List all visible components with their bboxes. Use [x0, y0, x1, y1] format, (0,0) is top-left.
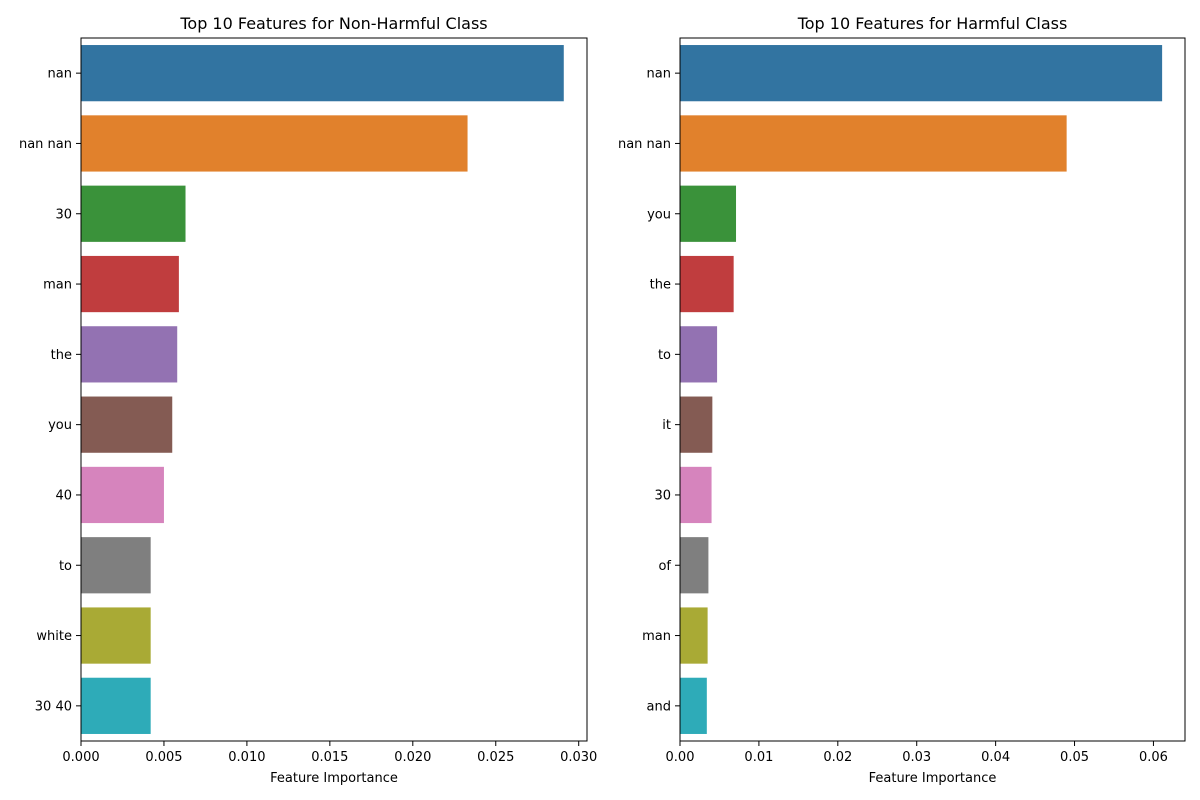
y-tick-label: 30	[55, 207, 72, 222]
chart-title: Top 10 Features for Harmful Class	[797, 14, 1068, 33]
bar-30-40	[81, 677, 151, 734]
y-tick-label: nan	[647, 67, 671, 82]
x-tick-label: 0.04	[981, 750, 1010, 765]
bar-it	[680, 396, 713, 453]
y-tick-label: to	[59, 559, 72, 574]
y-tick-label: nan	[48, 67, 72, 82]
x-tick-label: 0.020	[394, 750, 431, 765]
y-tick-label: to	[658, 348, 671, 363]
bar-man	[680, 607, 708, 664]
x-tick-label: 0.015	[311, 750, 348, 765]
bar-40	[81, 466, 164, 524]
y-tick-label: nan nan	[19, 137, 72, 152]
y-tick-label: of	[658, 559, 671, 574]
bar-and	[680, 677, 707, 734]
y-tick-label: 30 40	[35, 699, 72, 714]
bar-30	[81, 185, 186, 242]
bar-you	[81, 396, 173, 453]
x-tick-label: 0.03	[902, 750, 931, 765]
bar-nan	[680, 45, 1163, 102]
x-axis-label: Feature Importance	[270, 771, 398, 786]
y-tick-label: white	[36, 629, 72, 644]
x-tick-label: 0.030	[560, 750, 597, 765]
x-tick-label: 0.00	[666, 750, 695, 765]
bar-the	[680, 255, 734, 313]
chart-panel-non-harmful: Top 10 Features for Non-Harmful Class Fe…	[19, 14, 597, 786]
x-tick-label: 0.010	[228, 750, 265, 765]
x-tick-label: 0.06	[1139, 750, 1168, 765]
bar-nan-nan	[680, 115, 1067, 172]
bar-30	[680, 466, 712, 524]
x-tick-label: 0.05	[1060, 750, 1089, 765]
chart-title: Top 10 Features for Non-Harmful Class	[179, 14, 487, 33]
bar-white	[81, 607, 151, 664]
axes-frame	[679, 37, 1186, 742]
y-tick-label: the	[650, 278, 671, 293]
bar-to	[680, 326, 718, 383]
y-tick-label: man	[642, 629, 671, 644]
bar-you	[680, 185, 737, 242]
y-tick-label: 30	[654, 488, 671, 503]
y-tick-label: the	[51, 348, 72, 363]
y-tick-label: and	[647, 699, 671, 714]
bar-nan	[81, 45, 564, 102]
y-tick-label: you	[647, 207, 671, 222]
x-tick-label: 0.005	[145, 750, 182, 765]
y-tick-label: it	[662, 418, 671, 433]
x-tick-label: 0.01	[744, 750, 773, 765]
axes-frame	[80, 37, 588, 742]
chart-panel-harmful: Top 10 Features for Harmful Class Featur…	[618, 14, 1186, 786]
bar-of	[680, 537, 709, 594]
x-axis-label: Feature Importance	[869, 771, 997, 786]
y-tick-label: 40	[55, 488, 72, 503]
x-tick-label: 0.025	[477, 750, 514, 765]
y-tick-label: man	[43, 278, 72, 293]
y-tick-label: nan nan	[618, 137, 671, 152]
x-tick-label: 0.000	[62, 750, 99, 765]
bar-man	[81, 255, 179, 313]
bar-nan-nan	[81, 115, 468, 172]
y-tick-label: you	[48, 418, 72, 433]
bar-to	[81, 537, 151, 594]
x-tick-label: 0.02	[823, 750, 852, 765]
bar-the	[81, 326, 178, 383]
